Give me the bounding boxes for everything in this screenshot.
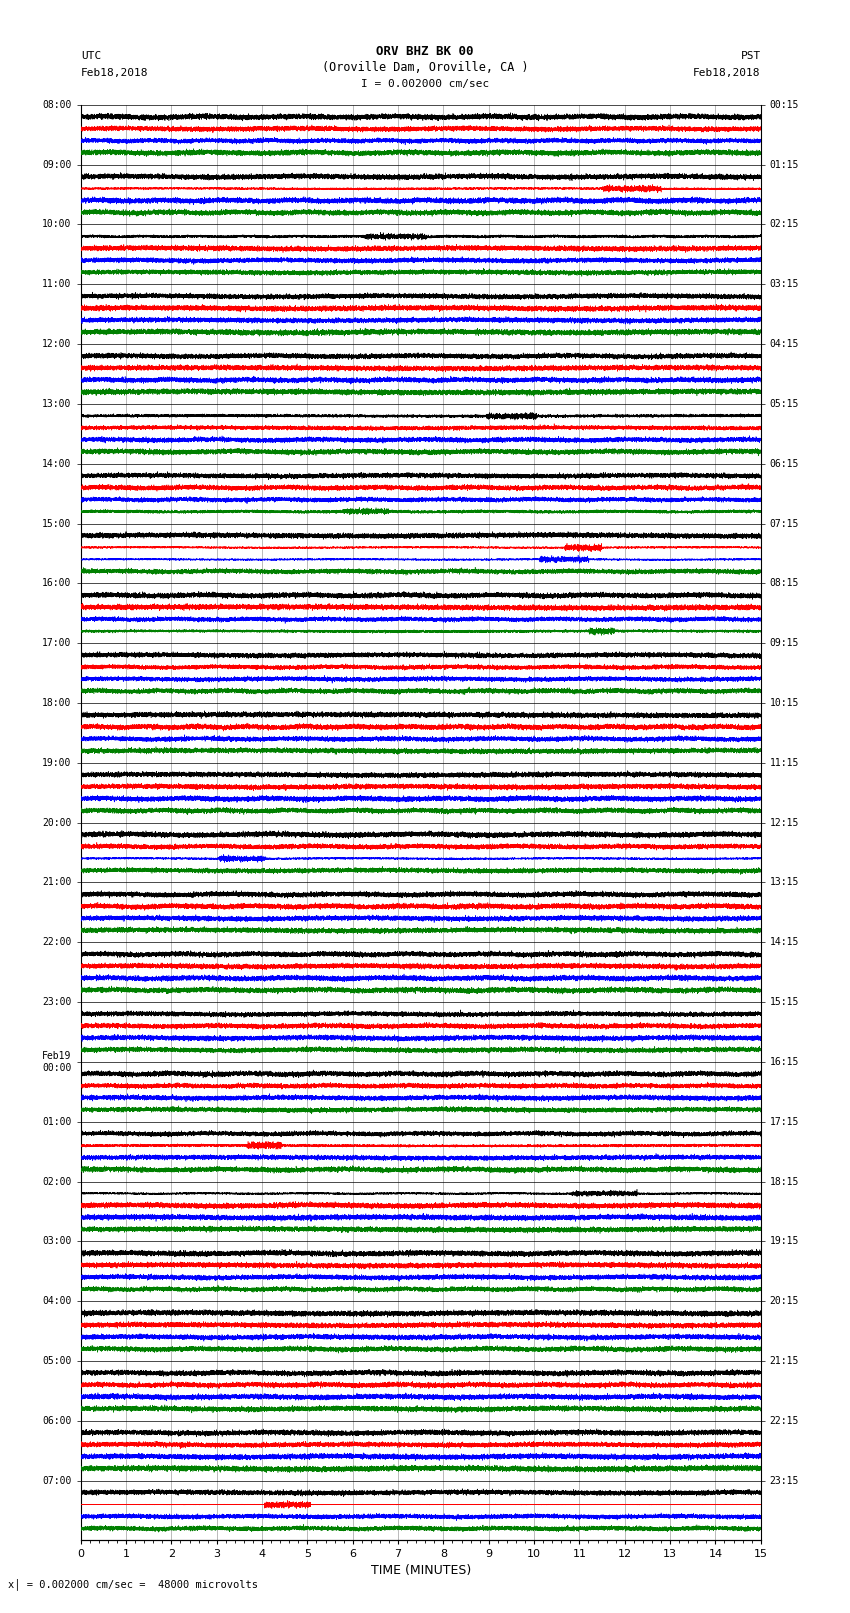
Text: PST: PST xyxy=(740,52,761,61)
Text: Feb18,2018: Feb18,2018 xyxy=(81,68,148,77)
Text: I = 0.002000 cm/sec: I = 0.002000 cm/sec xyxy=(361,79,489,89)
Text: ORV BHZ BK 00: ORV BHZ BK 00 xyxy=(377,45,473,58)
Text: Feb18,2018: Feb18,2018 xyxy=(694,68,761,77)
X-axis label: TIME (MINUTES): TIME (MINUTES) xyxy=(371,1563,471,1576)
Text: (Oroville Dam, Oroville, CA ): (Oroville Dam, Oroville, CA ) xyxy=(321,61,529,74)
Text: x│ = 0.002000 cm/sec =  48000 microvolts: x│ = 0.002000 cm/sec = 48000 microvolts xyxy=(8,1578,258,1590)
Text: UTC: UTC xyxy=(81,52,101,61)
